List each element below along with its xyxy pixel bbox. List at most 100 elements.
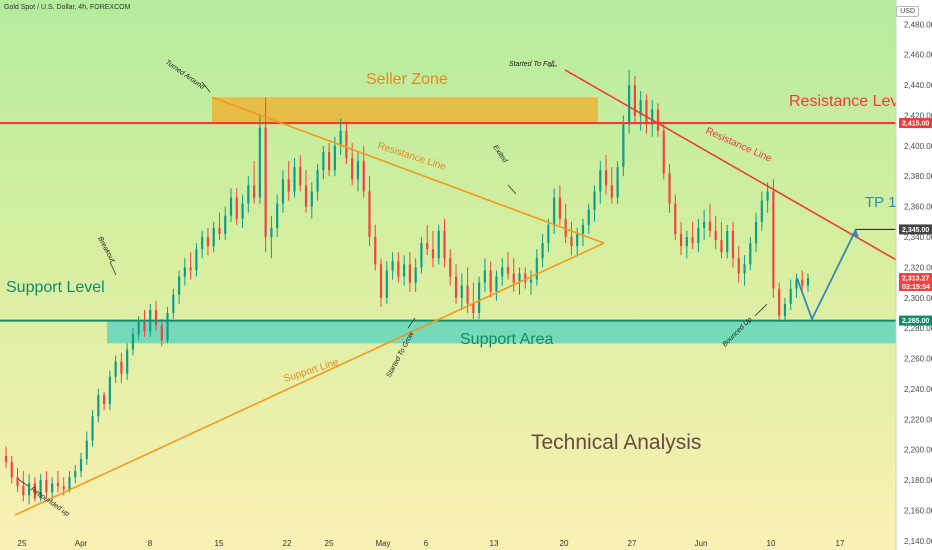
candle	[328, 142, 331, 177]
seller-zone-label: Seller Zone	[366, 71, 448, 88]
candle	[570, 221, 573, 256]
candle-body	[287, 179, 290, 192]
candle-body	[212, 227, 215, 247]
candle	[281, 170, 285, 213]
candle	[783, 297, 787, 323]
candle	[726, 224, 729, 259]
candle	[16, 467, 19, 493]
candle	[547, 218, 550, 253]
candle-body	[535, 258, 538, 280]
candle	[189, 252, 192, 280]
currency-label[interactable]: USD	[896, 6, 919, 17]
candle	[489, 261, 492, 298]
resistance-level-label: Resistance Level	[789, 93, 911, 110]
candle	[374, 224, 377, 271]
candle	[801, 270, 804, 292]
seller-zone	[212, 97, 598, 124]
candle	[472, 282, 475, 320]
tp1-label: TP 1	[865, 194, 896, 211]
candle	[293, 158, 296, 198]
candle-body	[541, 243, 544, 259]
resistance-price-tag-bg	[899, 118, 932, 129]
time-axis	[0, 536, 896, 550]
candle	[610, 167, 613, 204]
candle-body	[114, 361, 117, 377]
countdown-label: 03:15:54	[902, 284, 930, 291]
candle	[172, 288, 175, 320]
time-tick-label: 13	[490, 539, 499, 548]
candle	[22, 470, 25, 502]
time-tick-label: 8	[148, 539, 153, 548]
candle	[183, 258, 186, 286]
candle-body	[570, 237, 573, 247]
candle-body	[126, 349, 129, 374]
candle	[154, 300, 158, 332]
tp-price-tag: 2,345.00	[902, 227, 929, 234]
candle-body	[633, 85, 637, 116]
candle-body	[397, 261, 400, 277]
candle-body	[27, 483, 31, 496]
candle-body	[333, 145, 336, 171]
candle-body	[454, 276, 458, 298]
candle-body	[610, 185, 613, 198]
candle-body	[726, 230, 729, 253]
resistance-line-1-label: Resistance Line	[376, 140, 447, 173]
candle	[108, 370, 111, 411]
support-area	[107, 320, 896, 344]
candle	[806, 273, 810, 292]
candle-body	[691, 237, 694, 244]
candle	[420, 237, 423, 274]
candle	[633, 75, 637, 125]
candle	[518, 267, 521, 295]
candle	[85, 431, 88, 465]
candle	[322, 145, 325, 180]
time-tick-label: May	[375, 539, 390, 548]
candle	[212, 221, 215, 253]
candle	[651, 100, 654, 137]
candle-body	[102, 395, 106, 405]
candle	[368, 176, 371, 247]
candle-body	[795, 279, 798, 289]
candle-body	[356, 161, 360, 180]
candle	[703, 209, 706, 241]
candle	[385, 261, 388, 304]
symbol-title[interactable]: Gold Spot / U.S. Dollar, 4h, FOREXCOM	[4, 4, 131, 11]
candle-body	[426, 243, 429, 250]
candle	[564, 203, 567, 244]
candle-body	[512, 273, 515, 283]
candle-body	[97, 395, 100, 417]
projection-arrowhead	[850, 229, 859, 237]
price-tick-label: 2,320.000	[904, 263, 932, 272]
candle	[501, 258, 504, 286]
candle	[120, 352, 123, 383]
candle-body	[616, 167, 619, 198]
candle-body	[362, 161, 365, 192]
candle-body	[472, 303, 475, 313]
candle-body	[645, 100, 648, 125]
candle-body	[120, 361, 123, 374]
candle	[778, 282, 781, 323]
candle	[97, 388, 100, 423]
candle-body	[553, 197, 556, 225]
candle-body	[668, 173, 671, 204]
candle	[437, 224, 440, 265]
candle	[79, 452, 83, 478]
candle-body	[131, 334, 135, 350]
candle-body	[345, 130, 348, 159]
candle	[587, 203, 590, 234]
candle-body	[789, 288, 792, 304]
candle	[772, 179, 775, 298]
candle-body	[564, 218, 567, 238]
annotation-arrow	[109, 261, 117, 276]
candle-body	[270, 227, 273, 238]
candle-body	[304, 185, 308, 207]
candle-body	[558, 197, 561, 219]
candle-body	[697, 227, 700, 244]
candle-body	[108, 376, 111, 405]
candle-body	[310, 191, 313, 207]
candle	[495, 270, 498, 301]
candle	[27, 474, 31, 505]
candle-body	[674, 203, 677, 234]
candle	[512, 258, 515, 292]
candle-body	[368, 191, 371, 238]
